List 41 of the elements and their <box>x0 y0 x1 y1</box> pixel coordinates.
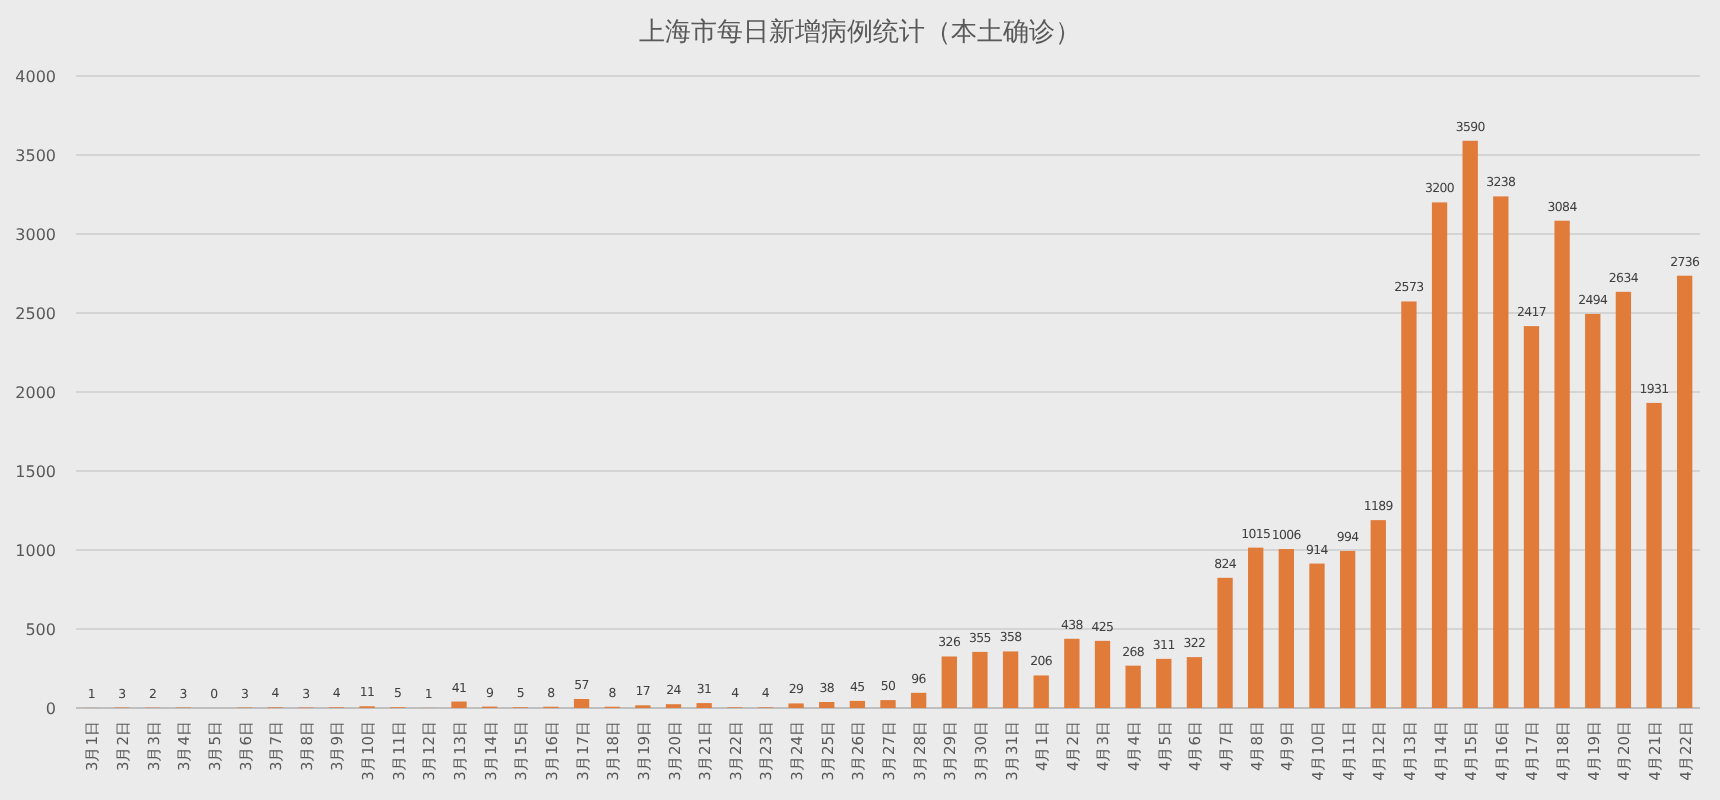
bar <box>1462 140 1478 708</box>
bar <box>1156 658 1172 708</box>
bar <box>1002 651 1019 708</box>
bar <box>1339 550 1356 708</box>
bar <box>941 656 957 708</box>
bar <box>1217 577 1233 708</box>
bar <box>1523 326 1540 708</box>
bar <box>972 651 988 708</box>
y-tick-label: 4000 <box>15 68 56 86</box>
bar <box>1554 220 1570 708</box>
bar <box>819 702 835 708</box>
bar <box>1677 275 1693 708</box>
y-tick-label: 0 <box>45 700 56 718</box>
bar <box>1401 301 1417 708</box>
bar <box>573 698 590 708</box>
bar <box>880 700 896 708</box>
y-tick-label: 2500 <box>15 305 56 323</box>
bar <box>1585 313 1601 708</box>
bar <box>910 692 927 708</box>
bar <box>451 701 467 708</box>
bar <box>1615 291 1632 708</box>
bar <box>849 700 866 708</box>
bar <box>1094 640 1111 708</box>
y-tick-label: 1500 <box>15 463 56 481</box>
bar <box>1646 402 1662 708</box>
bar <box>1278 549 1294 708</box>
y-tick-label: 1000 <box>15 542 56 560</box>
bar <box>1431 202 1448 708</box>
bar <box>1248 547 1264 708</box>
y-tick-label: 2000 <box>15 384 56 402</box>
bar <box>1125 665 1141 708</box>
y-tick-label: 3000 <box>15 226 56 244</box>
bar <box>1493 196 1509 708</box>
bar <box>1370 520 1386 708</box>
chart-title: 上海市每日新增病例统计（本土确诊） <box>639 18 1081 48</box>
y-tick-label: 3500 <box>15 147 56 165</box>
bar <box>1309 563 1325 708</box>
bar <box>1186 657 1203 708</box>
bar <box>1033 675 1049 708</box>
y-tick-label: 500 <box>25 621 56 639</box>
bar <box>1064 638 1080 708</box>
